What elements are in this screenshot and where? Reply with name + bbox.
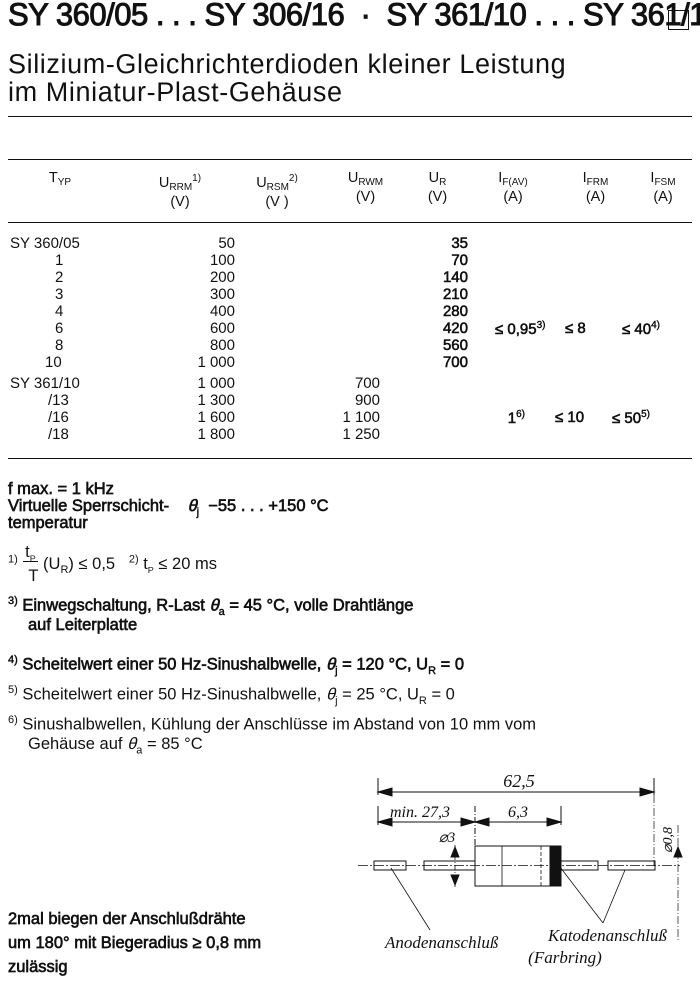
svg-text:62,5: 62,5 — [503, 771, 535, 791]
svg-text:6,3: 6,3 — [508, 804, 528, 821]
svg-text:⌀0,8: ⌀0,8 — [661, 827, 676, 853]
svg-text:Anodenanschluß: Anodenanschluß — [384, 933, 499, 952]
svg-text:⌀3: ⌀3 — [439, 830, 456, 846]
svg-text:(Farbring): (Farbring) — [528, 948, 602, 967]
svg-text:Katodenanschluß: Katodenanschluß — [547, 926, 667, 945]
svg-text:min. 27,3: min. 27,3 — [390, 804, 450, 821]
